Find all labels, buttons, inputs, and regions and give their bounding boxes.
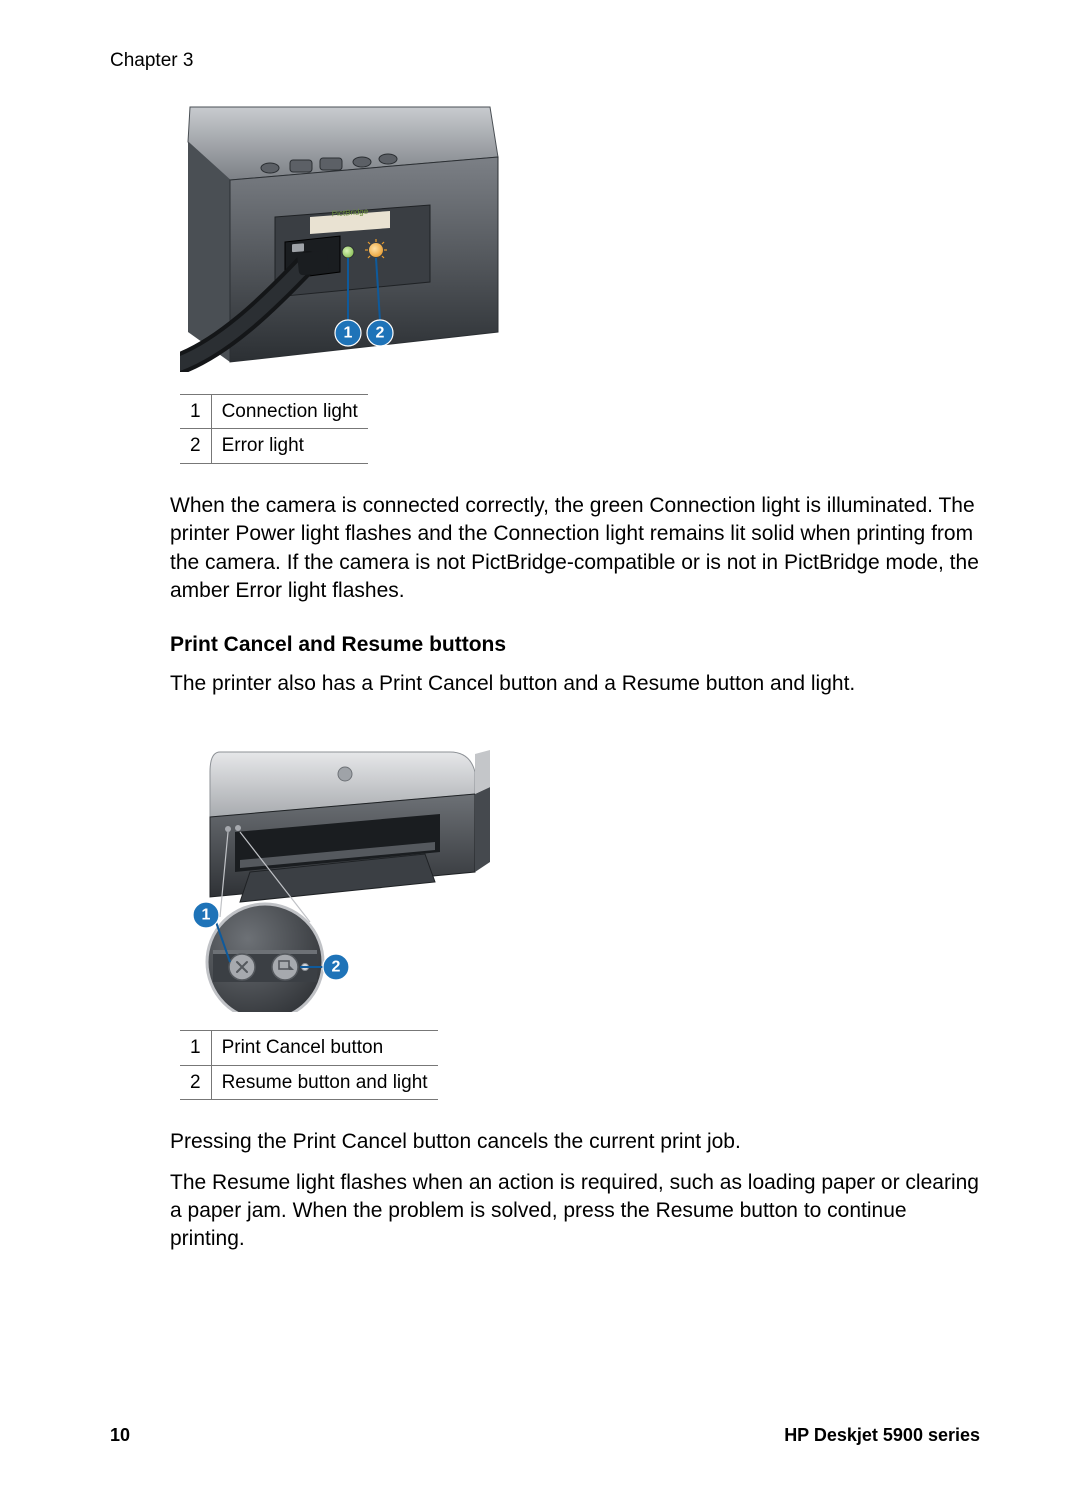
legend-label: Error light (211, 429, 368, 464)
table-row: 1 Print Cancel button (180, 1030, 438, 1065)
paragraph-4: The Resume light flashes when an action … (170, 1169, 980, 1254)
page-content: Chapter 3 (110, 48, 980, 1280)
legend-label: Print Cancel button (211, 1030, 437, 1065)
chapter-label: Chapter 3 (110, 48, 980, 74)
paragraph-1: When the camera is connected correctly, … (170, 492, 980, 605)
fig1-callout-2-num: 2 (376, 324, 385, 341)
legend-num: 1 (180, 394, 211, 429)
paragraph-2: The printer also has a Print Cancel butt… (170, 670, 980, 698)
fig1-callout-1-num: 1 (344, 324, 353, 341)
table-row: 2 Error light (180, 429, 368, 464)
figure-1-legend: 1 Connection light 2 Error light (180, 394, 368, 464)
figure-2-image: 1 2 (180, 732, 500, 1012)
figure-2-legend: 1 Print Cancel button 2 Resume button an… (180, 1030, 438, 1100)
printer-usb-illustration: PictBridge (180, 102, 500, 372)
paragraph-3: Pressing the Print Cancel button cancels… (170, 1128, 980, 1156)
figure-1-block: PictBridge (180, 102, 980, 464)
figure-1-image: PictBridge (180, 102, 500, 372)
legend-num: 1 (180, 1030, 211, 1065)
page-footer: 10 HP Deskjet 5900 series (110, 1423, 980, 1447)
legend-label: Connection light (211, 394, 368, 429)
printer-buttons-illustration: 1 2 (180, 732, 500, 1012)
legend-num: 2 (180, 1065, 211, 1100)
figure-2-block: 1 2 1 Print Cancel button 2 Resume butto… (180, 732, 980, 1100)
table-row: 1 Connection light (180, 394, 368, 429)
fig2-callout-1-num: 1 (202, 906, 211, 923)
table-row: 2 Resume button and light (180, 1065, 438, 1100)
doc-title: HP Deskjet 5900 series (784, 1423, 980, 1447)
legend-num: 2 (180, 429, 211, 464)
page-number: 10 (110, 1423, 130, 1447)
section-heading-buttons: Print Cancel and Resume buttons (170, 631, 980, 659)
legend-label: Resume button and light (211, 1065, 437, 1100)
fig2-callout-2-num: 2 (332, 958, 341, 975)
